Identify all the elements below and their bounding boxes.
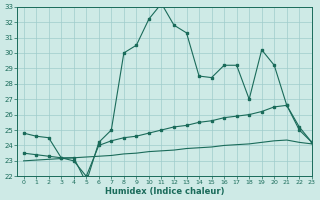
- X-axis label: Humidex (Indice chaleur): Humidex (Indice chaleur): [105, 187, 224, 196]
